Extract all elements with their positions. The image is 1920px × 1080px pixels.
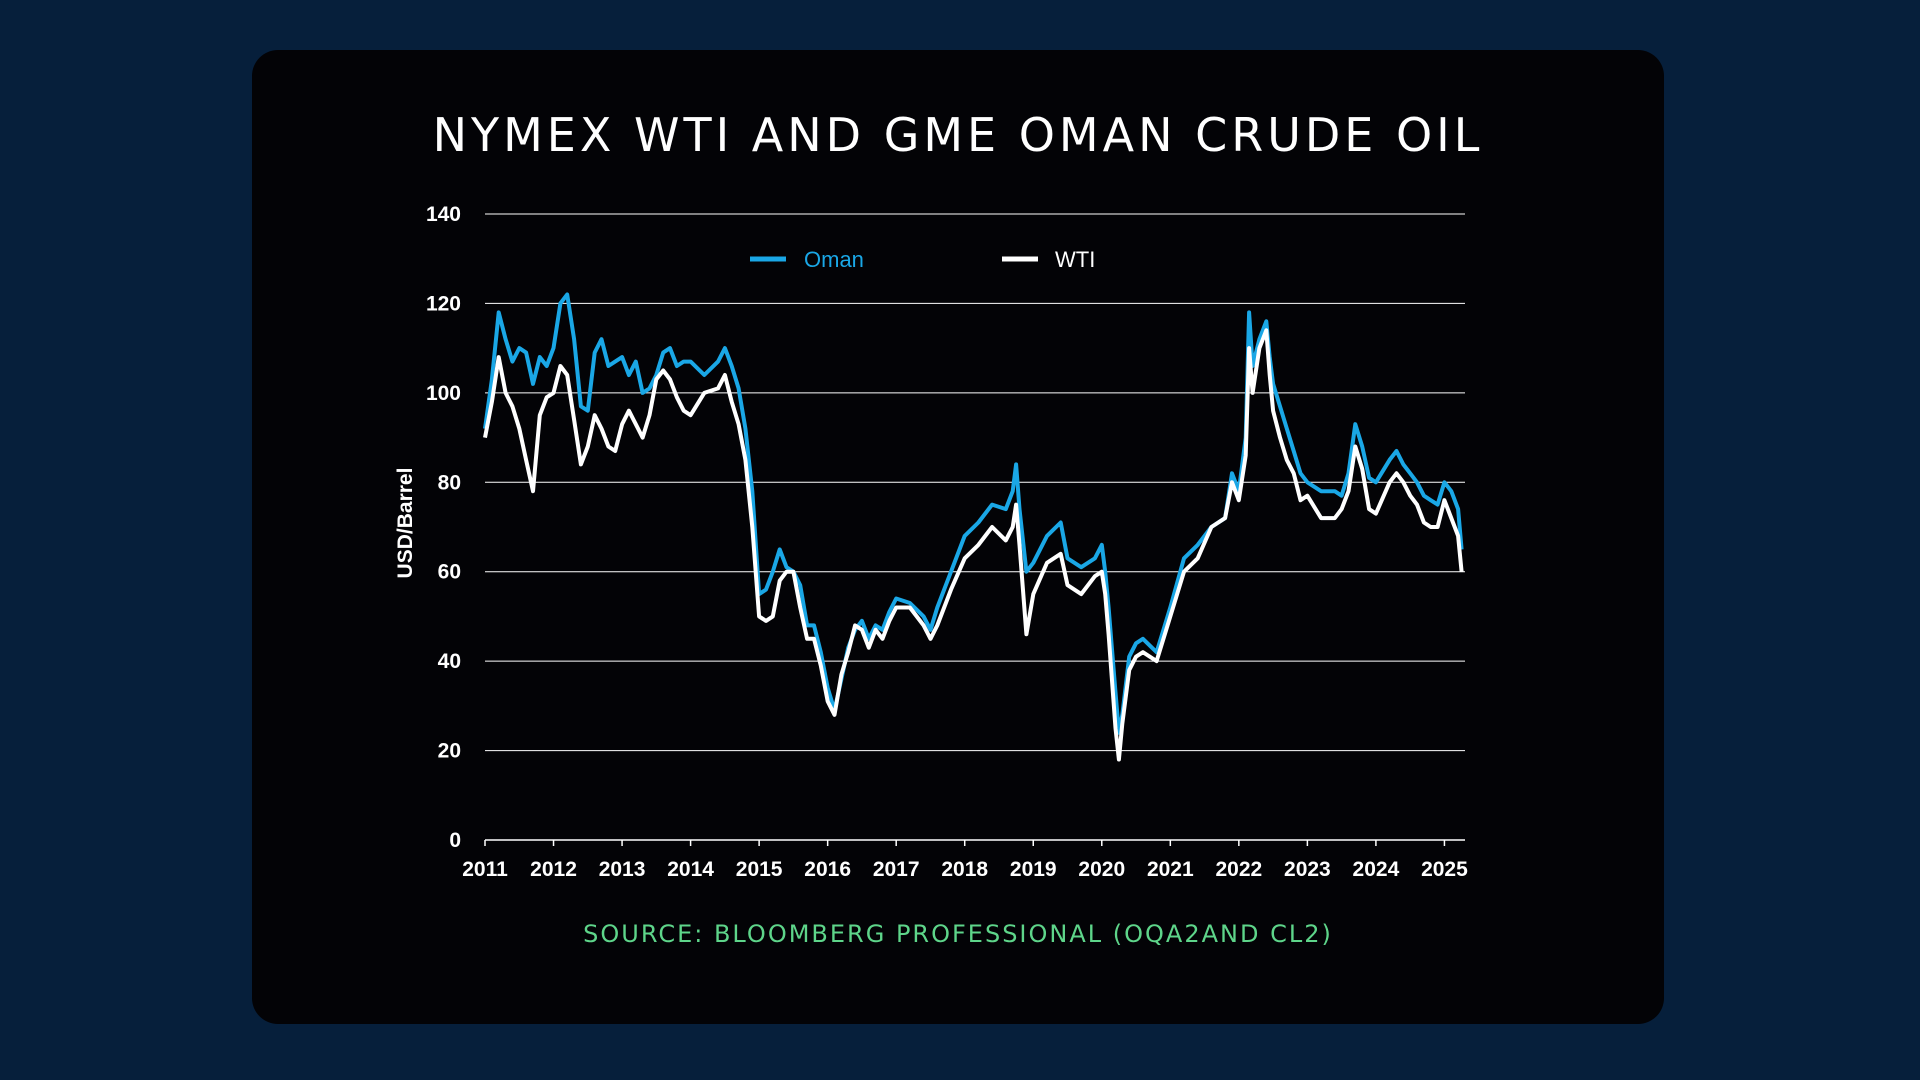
y-tick-label: 0	[449, 829, 461, 852]
series-lines	[483, 292, 1464, 762]
x-tick-label: 2013	[599, 858, 646, 881]
x-tick-label: 2022	[1215, 858, 1262, 881]
y-axis-label: USD/Barrel	[394, 468, 417, 579]
y-tick-label: 100	[426, 382, 461, 405]
x-tick-label: 2024	[1353, 858, 1400, 881]
legend-label-oman: Oman	[804, 247, 864, 272]
legend-label-wti: WTI	[1055, 247, 1095, 272]
x-tick-label: 2019	[1010, 858, 1057, 881]
y-tick-label: 60	[438, 561, 461, 584]
source-note: SOURCE: BLOOMBERG PROFESSIONAL (OQA2AND …	[583, 920, 1333, 948]
axes	[484, 839, 1465, 846]
legend: Oman WTI	[750, 247, 1095, 272]
chart-card	[252, 50, 1664, 1024]
x-tick-label: 2025	[1421, 858, 1468, 881]
x-tick-label: 2014	[667, 858, 714, 881]
x-tick-labels: 2011 2012 2013 2014 2015 2016 2017 2018 2019 2020…	[462, 858, 1468, 881]
y-tick-label: 40	[438, 650, 461, 673]
x-tick-label: 2017	[873, 858, 920, 881]
x-tick-label: 2011	[462, 858, 508, 881]
series-line-oman	[483, 292, 1464, 735]
x-tick-label: 2012	[530, 858, 577, 881]
chart-title: NYMEX WTI AND GME OMAN CRUDE OIL	[432, 108, 1484, 162]
y-tick-label: 80	[438, 471, 461, 494]
x-tick-label: 2018	[941, 858, 988, 881]
x-tick-label: 2020	[1078, 858, 1125, 881]
y-tick-label: 120	[426, 292, 461, 315]
x-tick-label: 2021	[1147, 858, 1194, 881]
x-tick-label: 2023	[1284, 858, 1331, 881]
gridlines	[485, 213, 1465, 752]
series-line-wti	[483, 328, 1464, 762]
y-tick-labels: 0 20 40 60 80 100 120 140	[426, 203, 461, 852]
y-tick-label: 140	[426, 203, 461, 226]
y-tick-label: 20	[438, 740, 461, 763]
x-tick-label: 2015	[736, 858, 783, 881]
x-tick-label: 2016	[804, 858, 851, 881]
